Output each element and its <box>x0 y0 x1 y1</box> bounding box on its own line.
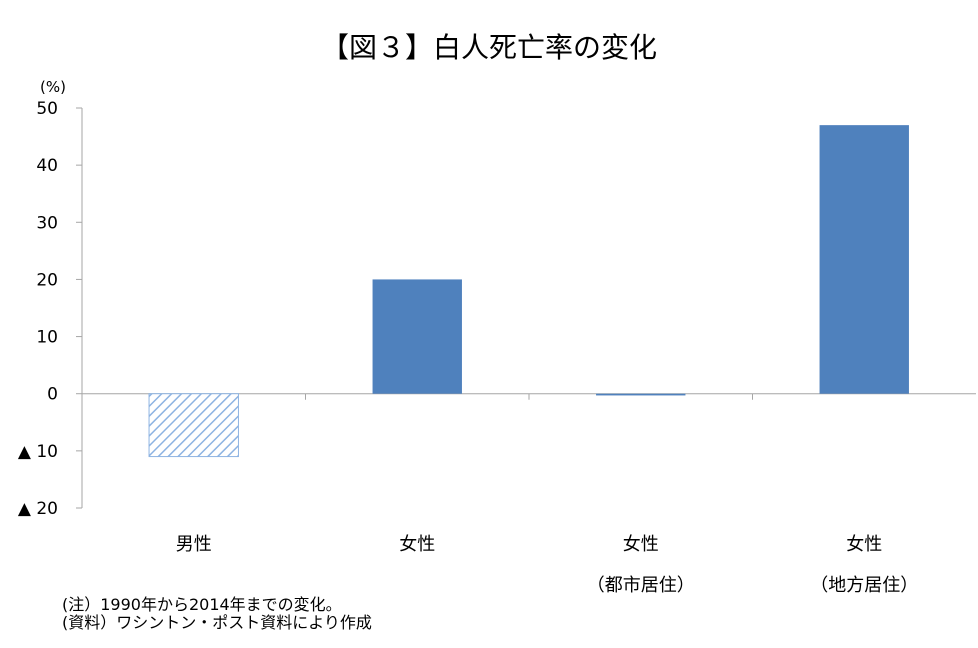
bar <box>148 393 239 458</box>
footnote-note: (注）1990年から2014年までの変化。 <box>62 595 342 614</box>
y-tick-label: 0 <box>47 385 58 405</box>
category-sublabel: （地方居住） <box>810 575 918 596</box>
y-tick-label: 20 <box>36 270 58 290</box>
category-label: 女性 <box>623 534 659 555</box>
bar-layer <box>148 125 909 458</box>
footnote-source: (資料）ワシントン・ポスト資料により作成 <box>62 613 372 632</box>
y-unit-label: (%) <box>40 78 66 96</box>
y-tick-label: 50 <box>36 99 58 119</box>
bar <box>596 393 686 396</box>
chart-title: 【図３】白人死亡率の変化 <box>320 31 657 64</box>
category-label: 女性 <box>399 534 435 555</box>
category-label: 男性 <box>176 534 212 555</box>
label-layer: 50 40 30 20 10 0 ▲ 10 ▲ 20 (%) 男性 女性 女性 （都市居住） 女性 （地方居… <box>18 78 918 596</box>
y-tick-label: ▲ 10 <box>18 442 58 462</box>
category-label: 女性 <box>846 534 882 555</box>
y-tick-label: 10 <box>36 328 58 348</box>
bar <box>819 125 909 394</box>
y-tick-label: 40 <box>36 156 58 176</box>
category-sublabel: （都市居住） <box>587 575 695 596</box>
bar <box>372 279 462 394</box>
y-tick-label: ▲ 20 <box>18 499 58 519</box>
y-tick-label: 30 <box>36 213 58 233</box>
